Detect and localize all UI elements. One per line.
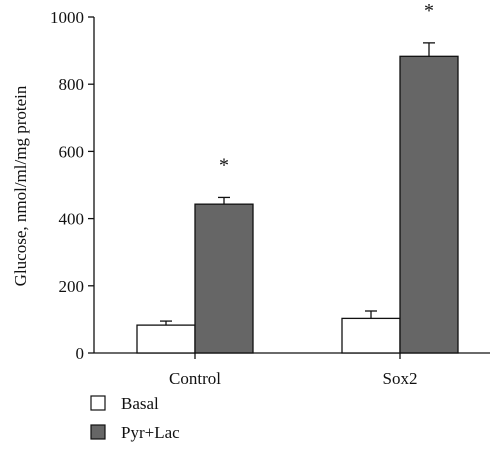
legend-swatch [90,424,106,440]
plot-area: 0 200 400 600 800 1000 Control Sox2 * * [50,0,490,388]
x-tick-label: Control [169,369,221,388]
bar [399,55,459,354]
y-tick-label: 1000 [50,8,84,27]
legend-label: Pyr+Lac [121,423,180,442]
legend-label: Basal [121,394,159,413]
significance-marker: * [219,154,229,176]
legend-swatch [90,395,106,411]
legend: Basal Pyr+Lac [90,394,180,442]
bar [341,317,401,354]
y-tick-label: 600 [59,142,85,161]
y-tick-label: 800 [59,75,85,94]
bar [136,324,196,354]
y-tick-label: 0 [76,344,85,363]
y-tick-label: 400 [59,210,85,229]
significance-marker: * [424,0,434,22]
x-tick-label: Sox2 [383,369,418,388]
y-tick-label: 200 [59,277,85,296]
y-axis-title: Glucose, nmol/ml/mg protein [11,85,30,286]
bar [194,203,254,354]
